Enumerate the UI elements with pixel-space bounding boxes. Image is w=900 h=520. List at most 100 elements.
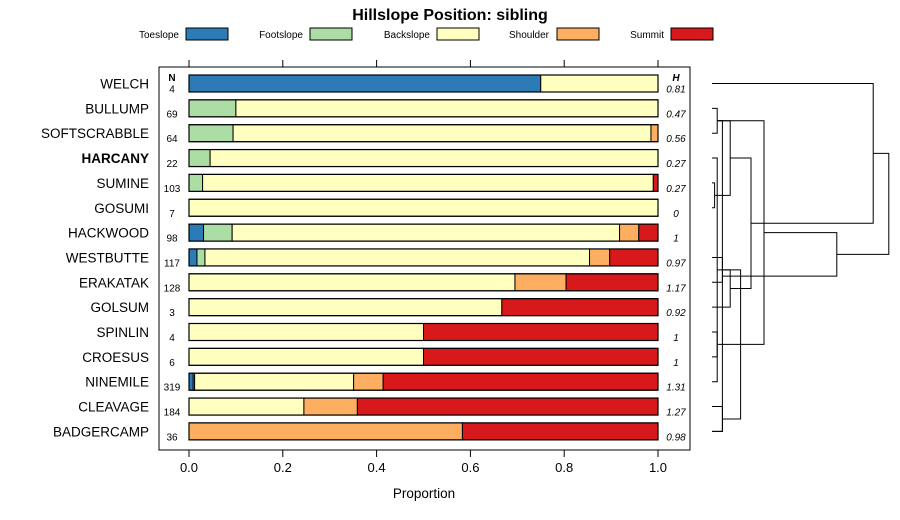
bar-segment-summit	[356, 397, 659, 416]
bar-segment-toeslope	[188, 248, 198, 267]
chart-title: Hillslope Position: sibling	[352, 7, 548, 24]
legend-swatch-backslope	[436, 27, 480, 41]
bar-outline	[188, 397, 659, 416]
x-tick-label: 1.0	[649, 460, 667, 475]
plot-frame	[158, 66, 691, 451]
bar-segment-backslope	[188, 323, 424, 341]
bar-segment-backslope	[231, 223, 621, 242]
h-column-header: H	[672, 73, 680, 84]
row-label: BULLUMP	[85, 101, 149, 116]
row-n-value: 64	[166, 134, 178, 145]
dendrogram-link	[712, 107, 718, 134]
dendrogram-link	[712, 331, 718, 358]
bar-segment-toeslope	[188, 74, 542, 93]
row-n-value: 36	[166, 432, 178, 443]
dendrogram-link	[712, 406, 723, 432]
row-ninemile: NINEMILE 319 1.31	[85, 372, 686, 394]
legend-label-toeslope: Toeslope	[139, 30, 179, 41]
row-n-value: 4	[169, 85, 175, 96]
bar-segment-backslope	[188, 347, 424, 366]
bar-segment-backslope	[232, 124, 652, 143]
row-n-value: 4	[169, 333, 175, 344]
bar-outline	[188, 347, 659, 366]
row-croesus: CROESUS 6 1	[82, 347, 679, 369]
row-spinlin: SPINLIN 4 1	[96, 322, 679, 344]
row-label: SUMINE	[96, 176, 149, 191]
x-tick-label: 0.4	[368, 460, 386, 475]
bar-outline	[188, 99, 659, 118]
row-h-value: 0.56	[666, 134, 686, 145]
legend-label-footslope: Footslope	[259, 30, 303, 41]
bar-segment-shoulder	[514, 273, 567, 292]
row-h-value: 1	[673, 333, 679, 344]
bar-segment-summit	[423, 347, 659, 366]
row-badgercamp: BADGERCAMP 36 0.98	[53, 422, 686, 443]
bar-outline	[188, 223, 659, 242]
row-n-value: 184	[164, 408, 181, 419]
bar-outline	[188, 248, 659, 267]
row-h-value: 0.98	[666, 432, 686, 443]
bar-segment-footslope	[203, 223, 233, 242]
bar-segment-summit	[565, 273, 659, 292]
row-label: GOLSUM	[90, 300, 149, 315]
row-label: WESTBUTTE	[66, 250, 149, 265]
bar-segment-backslope	[209, 149, 659, 168]
x-axis-title: Proportion	[393, 486, 455, 501]
x-tick-label: 0.8	[555, 460, 573, 475]
row-h-value: 1.17	[666, 283, 686, 294]
legend-swatch-toeslope	[185, 27, 229, 41]
row-n-value: 98	[166, 234, 178, 245]
bar-outline	[188, 173, 659, 192]
bar-segment-backslope	[540, 74, 659, 93]
row-label: ERAKATAK	[79, 275, 149, 290]
bar-segment-summit	[423, 323, 659, 341]
legend: Toeslope Footslope Backslope Shoulder Summit	[139, 27, 714, 41]
row-h-value: 1	[673, 358, 679, 369]
row-softscrabble: SOFTSCRABBLE 64 0.56	[41, 124, 686, 145]
row-h-value: 0.47	[666, 109, 686, 120]
n-column-header: N	[168, 73, 175, 84]
row-gosumi: GOSUMI 7 0	[94, 198, 679, 220]
bar-segment-backslope	[194, 372, 355, 391]
row-label: BADGERCAMP	[53, 424, 149, 439]
dendrogram-link	[730, 157, 752, 290]
bar-outline	[188, 74, 659, 93]
dendrogram-link	[712, 269, 731, 308]
bar-segment-backslope	[188, 273, 516, 292]
dendrogram-link	[712, 83, 874, 224]
row-n-value: 7	[169, 209, 175, 220]
row-h-value: 0.92	[666, 308, 686, 319]
row-n-value: 319	[164, 383, 181, 394]
x-tick-label: 0.2	[274, 460, 292, 475]
x-tick-label: 0.0	[180, 460, 198, 475]
bar-segment-backslope	[188, 397, 305, 416]
dendrogram-link	[836, 152, 890, 255]
row-h-value: 1.31	[666, 383, 685, 394]
bar-segment-backslope	[202, 173, 654, 192]
row-h-value: 0.27	[666, 159, 686, 170]
bar-segment-summit	[382, 372, 659, 391]
bar-outline	[188, 273, 659, 292]
bar-segment-backslope	[235, 99, 659, 118]
row-westbutte: WESTBUTTE 117 0.97	[66, 248, 686, 269]
legend-swatch-footslope	[309, 27, 353, 41]
bar-segment-shoulder	[619, 223, 640, 242]
row-n-value: 69	[166, 109, 178, 120]
bar-outline	[188, 422, 659, 441]
row-n-value: 6	[169, 358, 175, 369]
row-erakatak: ERAKATAK 128 1.17	[79, 273, 686, 294]
dendrogram-link	[712, 182, 716, 209]
bar-segment-footslope	[188, 99, 237, 118]
row-n-value: 22	[166, 159, 178, 170]
bar-outline	[188, 124, 659, 143]
row-sumine: SUMINE 103 0.27	[96, 173, 686, 195]
row-welch: WELCH 4 0.81	[100, 74, 686, 96]
row-h-value: 0.27	[666, 184, 686, 195]
bar-outline	[188, 298, 659, 317]
row-n-value: 128	[164, 283, 181, 294]
bar-segment-summit	[609, 248, 659, 267]
bar-segment-toeslope	[188, 372, 194, 391]
bar-segment-backslope	[188, 198, 659, 217]
